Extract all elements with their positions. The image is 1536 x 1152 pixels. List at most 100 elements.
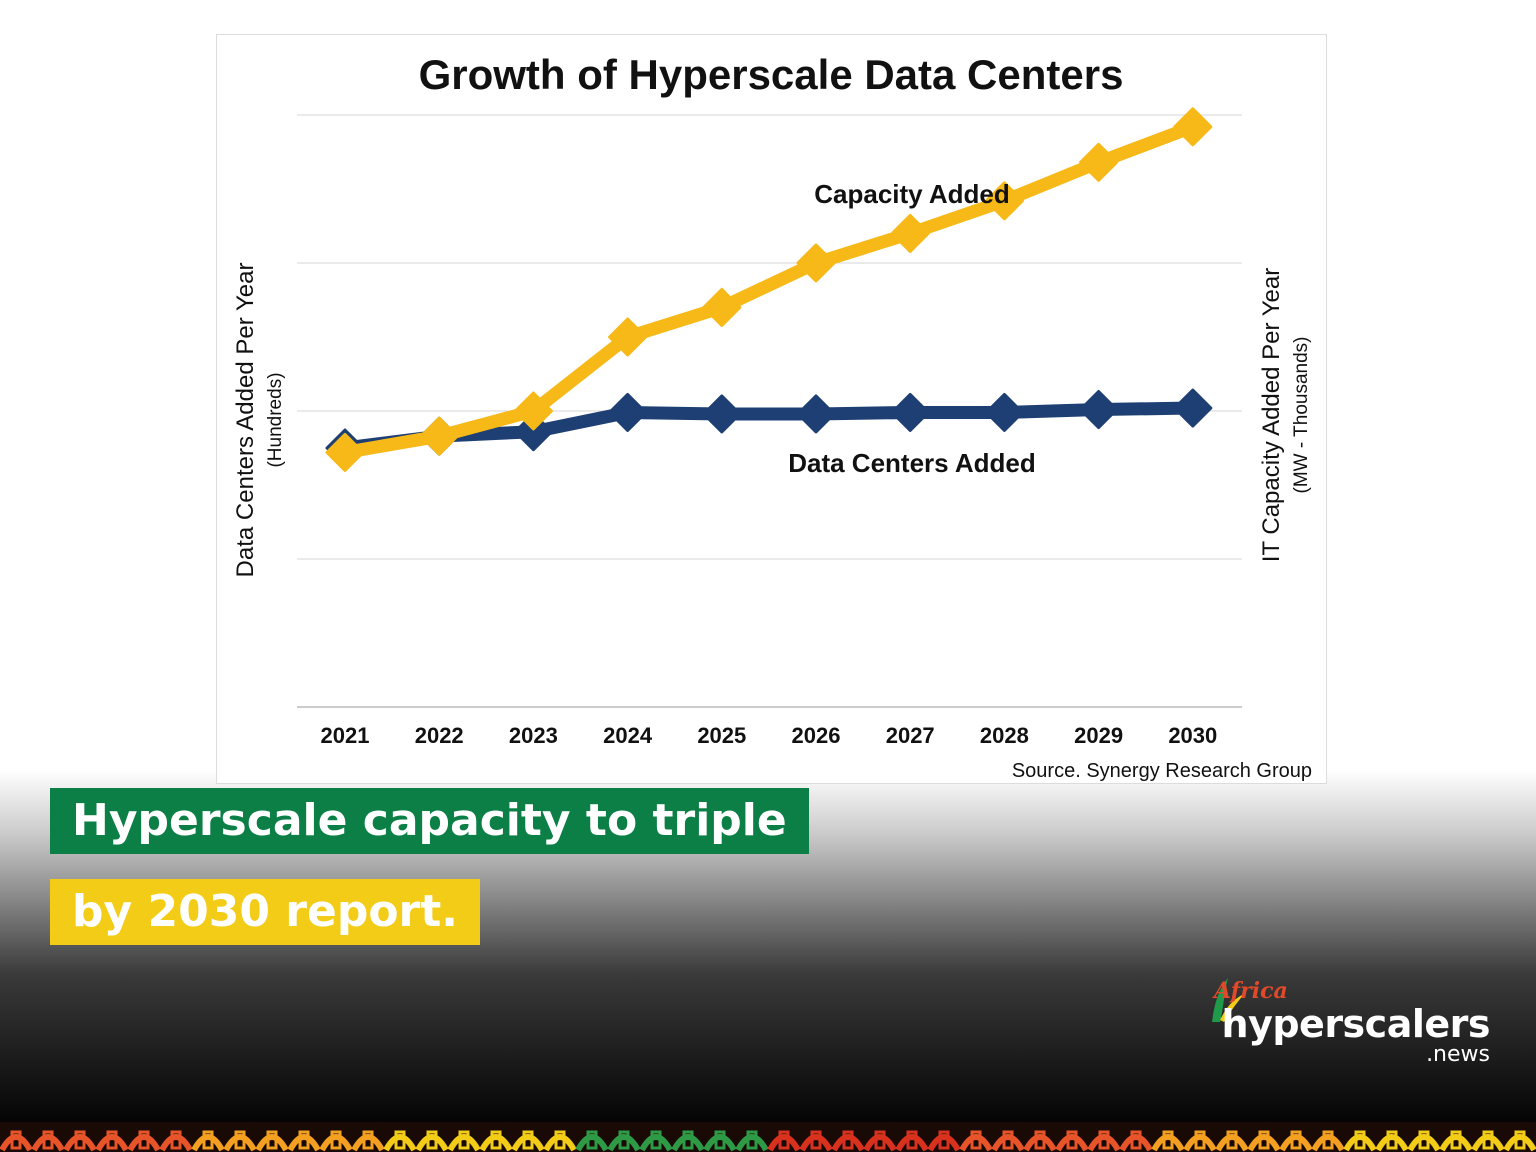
pattern-arc [511,1134,545,1152]
data-point-marker [796,394,836,434]
pattern-block [682,1130,694,1150]
left-axis-label-group: Data Centers Added Per Year (Hundreds) [232,263,286,578]
right-axis-label: IT Capacity Added Per Year [1258,268,1285,562]
pattern-arc [991,1134,1025,1152]
headline-line-1: Hyperscale capacity to triple [50,788,809,854]
headline-line-2: by 2030 report. [50,879,480,945]
pattern-block [874,1130,886,1150]
data-point-marker [984,392,1024,432]
leaf-logo-icon [1212,978,1244,1022]
series-line [338,120,1200,459]
data-point-marker [890,213,930,253]
pattern-block [1002,1130,1014,1150]
pattern-block [362,1130,374,1150]
pattern-block [10,1130,22,1150]
pattern-arc [1215,1134,1249,1152]
pattern-block [1098,1130,1110,1150]
pattern-block [1258,1130,1270,1150]
site-logo[interactable]: Africa hyperscalers .news [1196,966,1496,1070]
pattern-block [1386,1130,1398,1150]
data-point-marker [984,181,1024,221]
chart-title: Growth of Hyperscale Data Centers [419,51,1124,98]
pattern-block [1226,1130,1238,1150]
data-point-marker [608,392,648,432]
pattern-block [170,1130,182,1150]
pattern-block [586,1130,598,1150]
pattern-arc [1503,1134,1536,1152]
pattern-block [522,1130,534,1150]
x-tick-label: 2024 [603,723,653,748]
pattern-arc [31,1134,65,1152]
data-centers-added-label: Data Centers Added [788,448,1036,478]
pattern-block [1482,1130,1494,1150]
data-point-marker [419,416,459,456]
decorative-pattern-strip [0,1122,1536,1152]
pattern-arc [863,1134,897,1152]
data-point-marker [890,392,930,432]
pattern-block [330,1130,342,1150]
pattern-arc [543,1134,577,1152]
right-axis-sublabel: (MW - Thousands) [1291,337,1312,494]
line-chart: Growth of Hyperscale Data Centers Data C… [232,51,1312,782]
pattern-arc [959,1134,993,1152]
pattern-block [1034,1130,1046,1150]
pattern-arc [607,1134,641,1152]
pattern-arc [767,1134,801,1152]
pattern-block [202,1130,214,1150]
source-note: Source. Synergy Research Group [1012,760,1312,782]
pattern-arc [735,1134,769,1152]
pattern-block [458,1130,470,1150]
logo-africa-text: Africa [1214,978,1288,1004]
pattern-arc [1055,1134,1089,1152]
pattern-block [1162,1130,1174,1150]
pattern-block [1066,1130,1078,1150]
x-tick-label: 2023 [509,723,558,748]
x-tick-label: 2022 [415,723,464,748]
pattern-block [106,1130,118,1150]
pattern-block [1418,1130,1430,1150]
pattern-arc [319,1134,353,1152]
data-point-marker [702,287,742,327]
pattern-arc [447,1134,481,1152]
pattern-arc [1023,1134,1057,1152]
data-point-marker [513,391,553,431]
pattern-arc [159,1134,193,1152]
pattern-arc [639,1134,673,1152]
pattern-arc [1247,1134,1281,1152]
pattern-block [842,1130,854,1150]
left-axis-sublabel: (Hundreds) [265,372,286,467]
pattern-block [938,1130,950,1150]
logo-wordmark: hyperscalers [1221,1002,1491,1046]
x-tick-label: 2021 [321,723,370,748]
pattern-block [1322,1130,1334,1150]
pattern-block [74,1130,86,1150]
pattern-arc [1183,1134,1217,1152]
x-tick-label: 2025 [697,723,746,748]
pattern-block [714,1130,726,1150]
pattern-arc [223,1134,257,1152]
pattern-block [138,1130,150,1150]
pattern-block [906,1130,918,1150]
pattern-arc [575,1134,609,1152]
pattern-arc [287,1134,321,1152]
data-point-marker [513,412,553,452]
pattern-arc [1439,1134,1473,1152]
pattern-block [554,1130,566,1150]
pattern-arc [927,1134,961,1152]
pattern-block [650,1130,662,1150]
pattern-block [778,1130,790,1150]
pattern-arc [191,1134,225,1152]
pattern-block [394,1130,406,1150]
pattern-arc [95,1134,129,1152]
pattern-arc [63,1134,97,1152]
data-point-marker [1173,107,1213,147]
pattern-block [234,1130,246,1150]
pattern-arc [255,1134,289,1152]
pattern-block [1290,1130,1302,1150]
pattern-arc [351,1134,385,1152]
pattern-block [1194,1130,1206,1150]
pattern-block [426,1130,438,1150]
series-capacity-added [325,107,1213,472]
pattern-arc [127,1134,161,1152]
